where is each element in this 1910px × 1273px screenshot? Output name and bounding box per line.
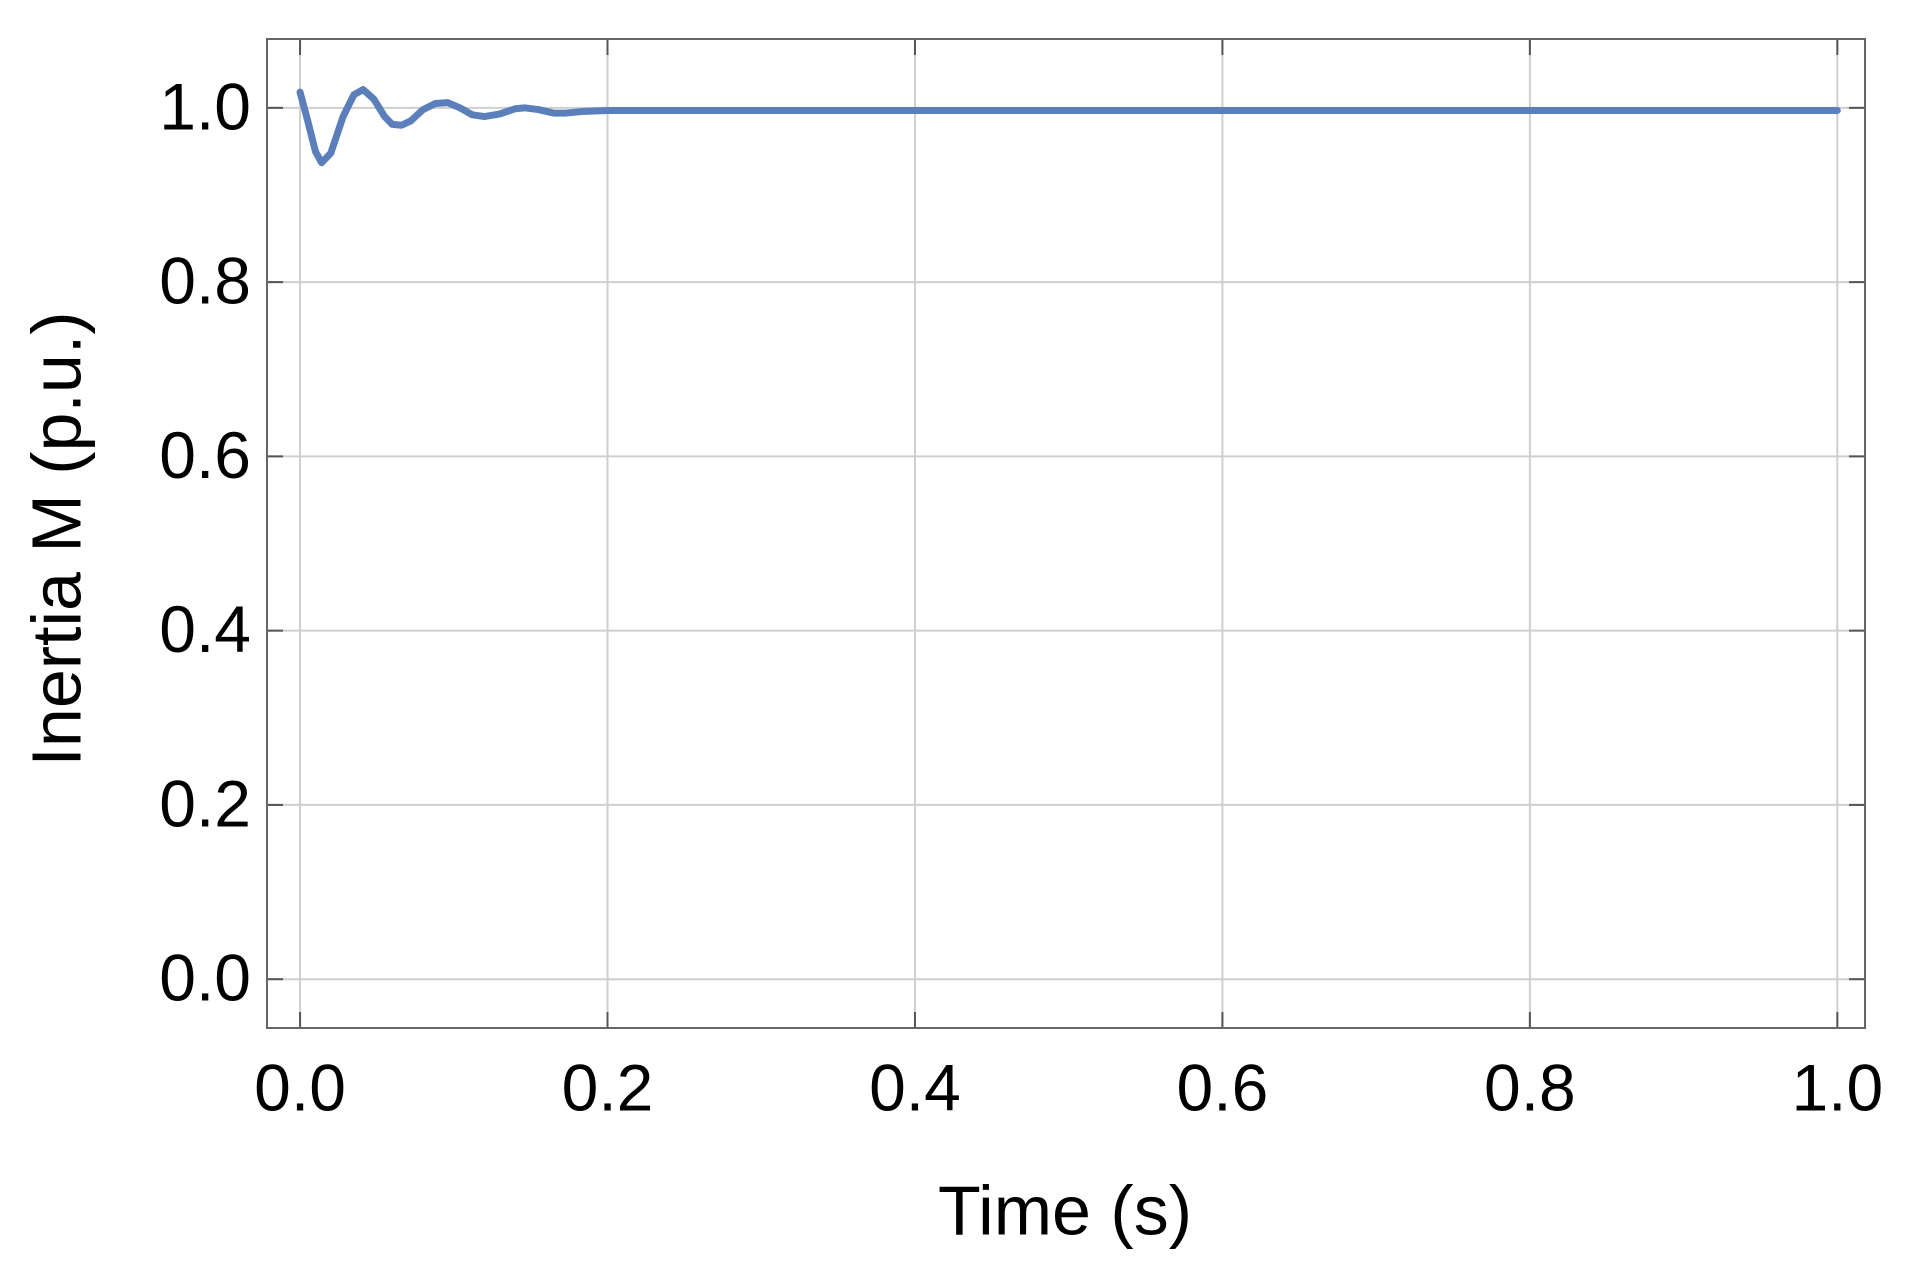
x-axis-title: Time (s) — [938, 1171, 1192, 1249]
x-tick-label: 1.0 — [1791, 1050, 1883, 1124]
x-tick-label: 0.4 — [869, 1050, 961, 1124]
x-tick-label: 0.2 — [562, 1050, 654, 1124]
y-tick-label: 0.8 — [159, 244, 251, 318]
x-tick-label: 0.0 — [254, 1050, 346, 1124]
y-tick-label: 0.0 — [159, 941, 251, 1015]
y-tick-label: 0.2 — [159, 766, 251, 840]
x-tick-label: 0.6 — [1177, 1050, 1269, 1124]
plot-frame — [266, 38, 1866, 1029]
y-tick-label: 0.6 — [159, 418, 251, 492]
y-tick-label: 0.4 — [159, 592, 251, 666]
y-axis-title: Inertia M (p.u.) — [17, 311, 95, 766]
y-tick-label: 1.0 — [159, 69, 251, 143]
x-tick-label: 0.8 — [1484, 1050, 1576, 1124]
data-line — [296, 86, 1841, 167]
